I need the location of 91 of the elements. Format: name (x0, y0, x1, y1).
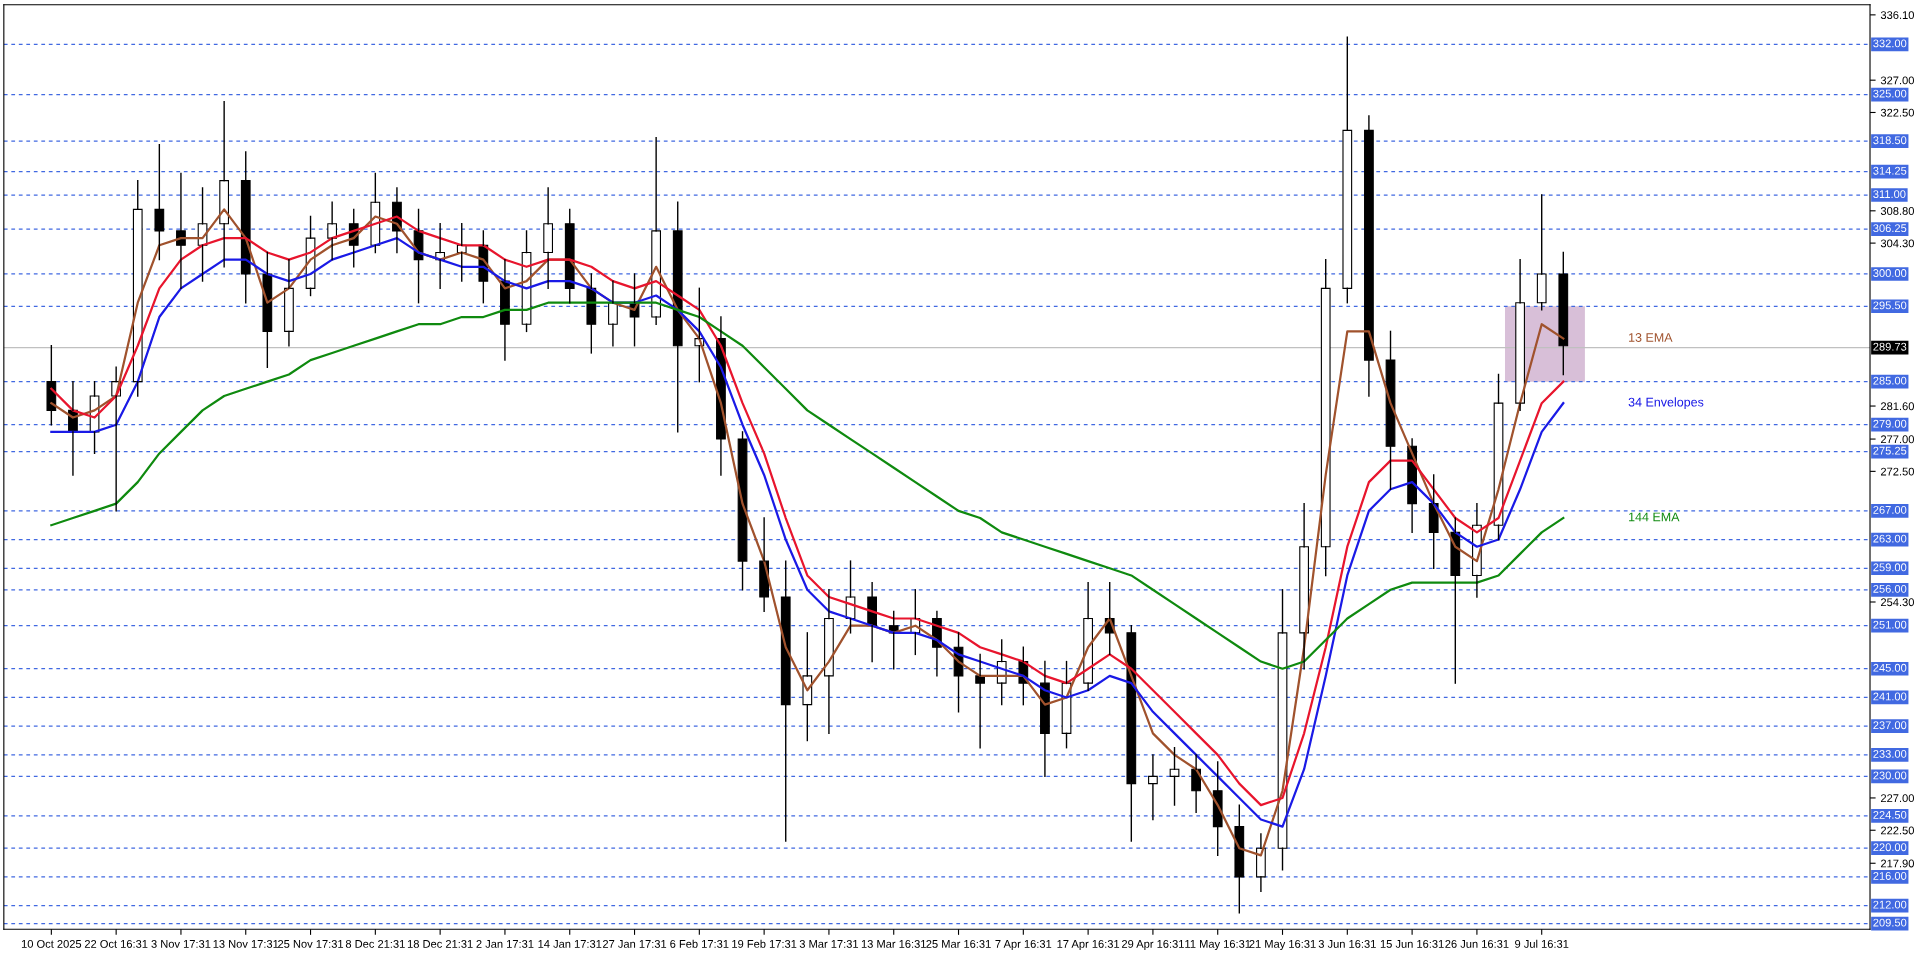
candlestick (1536, 194, 1547, 311)
ref-line-label: 251.00 (1873, 620, 1907, 629)
ref-line-label: 245.00 (1873, 663, 1907, 672)
x-tick-label: 13 Nov 17:31 (213, 940, 279, 948)
x-tick-label: 18 Dec 21:31 (407, 940, 473, 948)
candlestick (1234, 804, 1245, 914)
candlestick (543, 187, 554, 290)
x-tick-label: 3 Jun 16:31 (1318, 940, 1376, 948)
x-tick-label: 8 Dec 21:31 (345, 940, 405, 948)
x-tick-label: 10 Oct 2025 (21, 940, 82, 948)
candlestick (1428, 474, 1439, 569)
x-tick-label: 7 Apr 16:31 (995, 940, 1052, 951)
ref-line-label: 325.00 (1873, 89, 1907, 98)
ref-line-label: 230.00 (1873, 771, 1907, 780)
ref-line-label: 267.00 (1873, 505, 1907, 514)
ref-line-label: 259.00 (1873, 563, 1907, 572)
candlestick (608, 280, 618, 347)
y-tick-label: 254.30 (1880, 598, 1914, 607)
y-tick-label: 308.80 (1880, 207, 1914, 215)
candlestick (1148, 754, 1158, 821)
ref-line-label: 318.50 (1873, 136, 1907, 145)
ref-line-label: 311.00 (1873, 190, 1906, 199)
y-tick-label: 222.50 (1880, 826, 1914, 835)
x-tick-label: 13 Mar 16:31 (861, 940, 926, 948)
x-tick-label: 25 Mar 16:31 (926, 940, 991, 948)
y-tick-label: 327.00 (1880, 76, 1914, 85)
ref-line-label: 306.25 (1873, 224, 1907, 233)
ref-line-label: 285.00 (1873, 376, 1907, 385)
ref-line-label: 289.73 (1873, 342, 1907, 351)
text: 144 EMA (1629, 512, 1680, 522)
ref-line-label: 263.00 (1873, 534, 1907, 543)
y-tick-label: 217.90 (1880, 859, 1914, 868)
y-tick-label: 304.30 (1880, 239, 1914, 248)
y-tick-label: 227.00 (1880, 794, 1914, 803)
ref-line-label: 220.00 (1873, 843, 1907, 852)
x-tick-label: 11 May 16:31 (1185, 940, 1251, 951)
x-tick-label: 2 Jan 17:31 (476, 940, 534, 948)
x-tick-label: 9 Jul 16:31 (1515, 939, 1569, 948)
y-tick-label: 277.00 (1880, 435, 1914, 444)
text: 34 Envelopes (1628, 397, 1704, 409)
ref-line-label: 332.00 (1873, 39, 1907, 48)
ref-line-label: 209.50 (1873, 918, 1907, 927)
y-tick-label: 272.50 (1880, 467, 1914, 476)
candlestick (262, 251, 273, 368)
ref-line-label: 216.00 (1873, 872, 1907, 880)
x-tick-label: 3 Nov 17:31 (151, 940, 211, 948)
x-tick-label: 17 Apr 16:31 (1057, 940, 1120, 951)
candlestick (1256, 833, 1266, 892)
candlestick (1040, 660, 1050, 778)
x-tick-label: 15 Jun 16:31 (1380, 940, 1444, 948)
x-tick-label: 25 Nov 17:31 (278, 940, 344, 948)
candlestick (824, 589, 834, 735)
candlestick (1515, 258, 1525, 412)
x-tick-label: 22 Oct 16:31 (84, 940, 148, 948)
ref-line-label: 237.00 (1873, 721, 1907, 730)
candlestick (284, 258, 294, 347)
candlestick (1126, 624, 1137, 842)
x-tick-label: 27 Jan 17:31 (602, 940, 667, 948)
ref-line-label: 279.00 (1873, 419, 1907, 428)
ref-line-label: 295.50 (1873, 301, 1907, 310)
x-tick-label: 21 May 16:31 (1249, 940, 1316, 951)
candlestick (154, 144, 165, 261)
ref-line-label: 212.00 (1873, 900, 1907, 909)
x-tick-label: 19 Feb 17:31 (732, 939, 797, 948)
ref-line-label: 275.25 (1873, 446, 1907, 455)
candlestick (240, 151, 251, 304)
candlestick (1558, 251, 1569, 376)
ref-line-label: 300.00 (1873, 269, 1907, 277)
ref-line-label: 256.00 (1873, 584, 1907, 593)
candlestick (1299, 502, 1309, 670)
ref-line-label: 241.00 (1873, 692, 1907, 701)
x-tick-label: 29 Apr 16:31 (1121, 940, 1184, 951)
x-tick-label: 6 Feb 17:31 (670, 939, 729, 948)
candlestick (219, 101, 230, 268)
y-tick-label: 336.10 (1880, 11, 1914, 19)
ref-line-label: 314.25 (1873, 166, 1907, 175)
x-tick-label: 14 Jan 17:31 (538, 940, 602, 948)
ref-line-label: 233.00 (1873, 749, 1907, 758)
candlestick (327, 201, 338, 261)
x-tick-label: 3 Mar 17:31 (799, 940, 859, 948)
line-series (50, 301, 1565, 670)
candlestick (1364, 115, 1374, 397)
candlestick (672, 201, 683, 433)
candlestick (1320, 258, 1331, 577)
y-tick-label: 281.60 (1880, 402, 1914, 411)
y-tick-label: 322.50 (1880, 108, 1914, 117)
ref-line-label: 224.50 (1873, 811, 1907, 819)
x-tick-label: 26 Jun 16:31 (1445, 940, 1509, 948)
text: 13 EMA (1629, 333, 1673, 342)
candlestick (780, 560, 791, 842)
candlestick (975, 653, 985, 749)
